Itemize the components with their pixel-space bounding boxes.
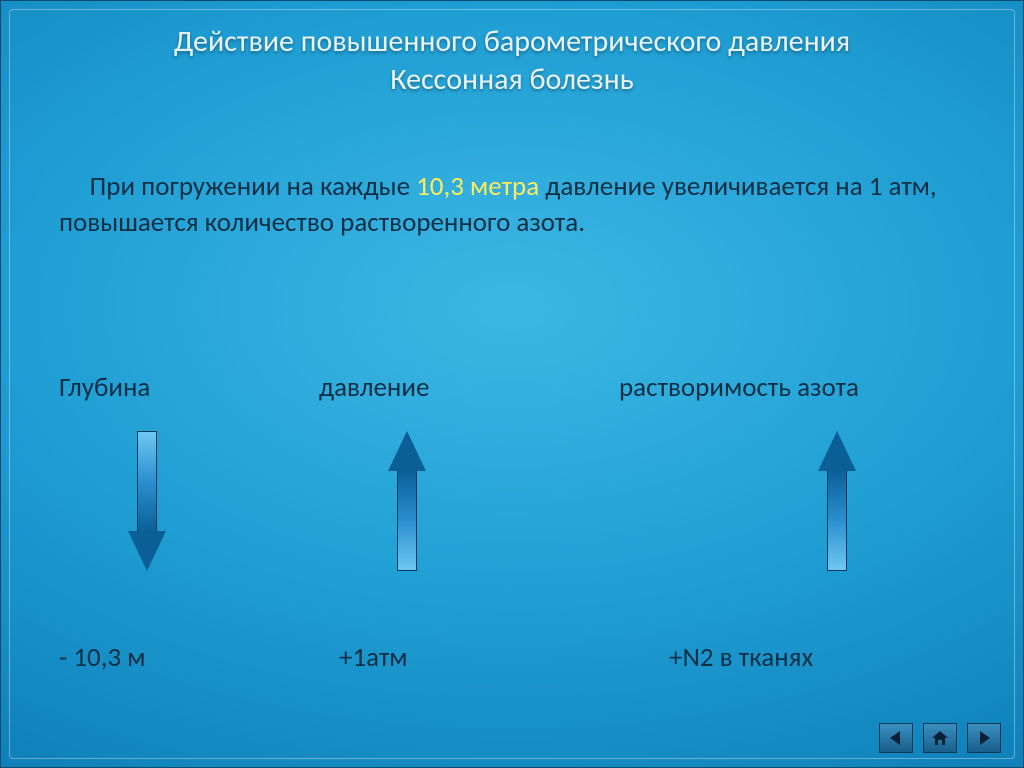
depth-arrow-down-icon — [129, 431, 165, 571]
triangle-right-icon — [976, 730, 992, 746]
pressure-value: +1атм — [339, 641, 669, 674]
column-headers: Глубина давление растворимость азота — [59, 371, 965, 404]
solubility-value: +N2 в тканях — [669, 641, 965, 674]
column-values: - 10,3 м +1атм +N2 в тканях — [59, 641, 965, 674]
paragraph-highlight: 10,3 метра — [416, 170, 539, 203]
slide-title: Действие повышенного барометрического да… — [51, 23, 973, 98]
paragraph-prefix: При погружении на каждые — [59, 170, 416, 203]
slide: Действие повышенного барометрического да… — [0, 0, 1024, 768]
body-paragraph: При погружении на каждые 10,3 метра давл… — [59, 169, 965, 242]
nav-next-button[interactable] — [967, 723, 1001, 753]
nav-home-button[interactable] — [923, 723, 957, 753]
pressure-header: давление — [319, 371, 619, 404]
arrows-region — [59, 431, 965, 601]
solubility-header: растворимость азота — [619, 371, 965, 404]
nav-buttons — [879, 723, 1001, 753]
triangle-left-icon — [888, 730, 904, 746]
nav-prev-button[interactable] — [879, 723, 913, 753]
title-line-1: Действие повышенного барометрического да… — [51, 23, 973, 61]
pressure-arrow-up-icon — [389, 431, 425, 571]
depth-header: Глубина — [59, 371, 319, 404]
home-icon — [931, 730, 949, 746]
title-line-2: Кессонная болезнь — [51, 61, 973, 99]
solubility-arrow-up-icon — [819, 431, 855, 571]
depth-value: - 10,3 м — [59, 641, 339, 674]
